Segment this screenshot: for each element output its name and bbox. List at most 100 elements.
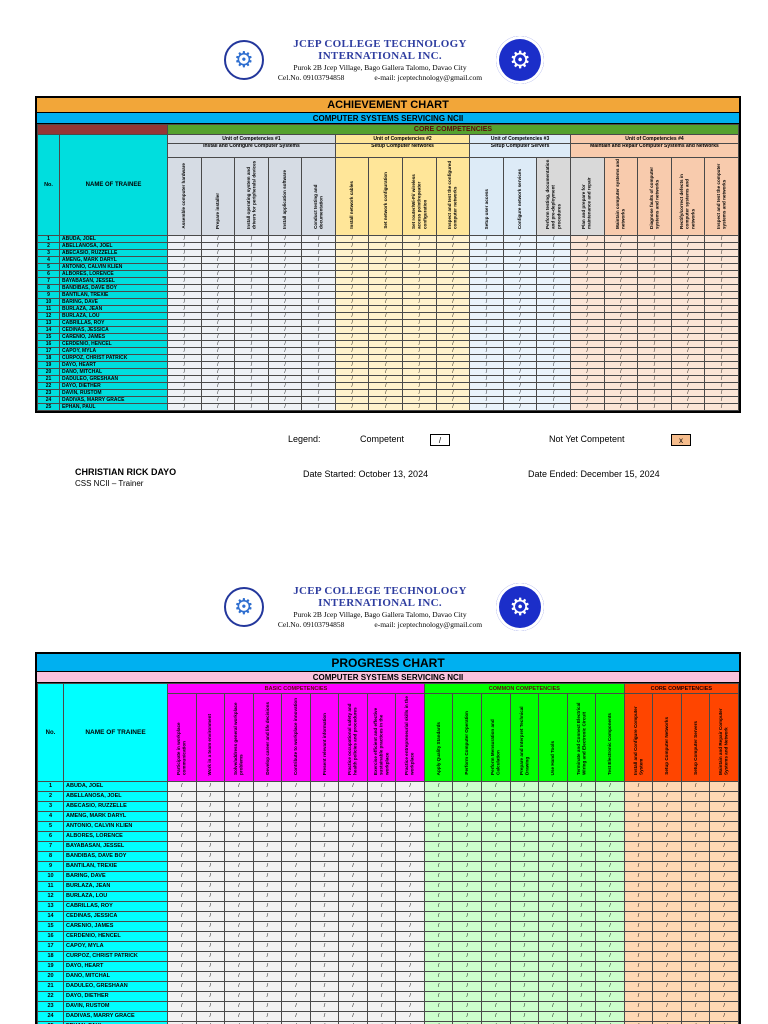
row-number: 13 <box>37 901 64 912</box>
achievement-chart-subtitle: COMPUTER SYSTEMS SERVICING NCII <box>37 113 739 124</box>
mark-cell: / <box>509 891 540 902</box>
mark-cell: / <box>704 235 739 243</box>
mark-cell: / <box>502 298 538 306</box>
mark-cell: / <box>595 891 625 902</box>
mark-cell: / <box>502 263 538 271</box>
mark-cell: / <box>637 298 672 306</box>
unit-subheader: Setup Computer Networks <box>334 143 471 158</box>
mark-cell: / <box>452 911 483 922</box>
mark-cell: / <box>395 911 425 922</box>
mark-cell: / <box>595 931 625 942</box>
mark-cell: / <box>309 891 340 902</box>
mark-cell: / <box>481 831 511 842</box>
competency-column-header: Prepare installer <box>200 157 236 236</box>
mark-cell: / <box>536 298 571 306</box>
mark-cell: / <box>301 277 336 285</box>
mark-cell: / <box>502 403 538 411</box>
mark-cell: / <box>536 403 571 411</box>
mark-cell: / <box>469 389 504 397</box>
college-phone: Cel.No. 09103794858 <box>277 72 345 82</box>
trainee-row: 16 CERDENIO, HENCEL / / / / / / / / / / / / / / / / / <box>37 340 739 348</box>
mark-cell: / <box>281 861 311 872</box>
mark-cell: / <box>281 891 311 902</box>
mark-cell: / <box>234 256 269 264</box>
mark-cell: / <box>200 319 236 327</box>
mark-cell: / <box>234 249 269 257</box>
mark-cell: / <box>309 991 340 1002</box>
mark-cell: / <box>709 881 739 892</box>
mark-cell: / <box>603 361 639 369</box>
mark-cell: / <box>566 891 597 902</box>
row-number: 1 <box>37 235 60 243</box>
mark-cell: / <box>435 326 471 334</box>
mark-cell: / <box>368 242 404 250</box>
unit-header: Unit of Competencies #2 <box>334 134 471 144</box>
mark-cell: / <box>435 305 471 313</box>
mark-cell: / <box>566 831 597 842</box>
trainee-name-cell: DADIVAS, MARRY GRACE <box>63 1011 168 1022</box>
mark-cell: / <box>680 911 711 922</box>
mark-cell: / <box>167 1011 197 1022</box>
mark-cell: / <box>680 991 711 1002</box>
mark-cell: / <box>338 791 368 802</box>
no-column-header: No. <box>37 683 64 782</box>
mark-cell: / <box>338 981 368 992</box>
mark-cell: / <box>334 333 370 341</box>
mark-cell: / <box>252 911 283 922</box>
mark-cell: / <box>167 851 197 862</box>
competency-column-header: Prepare and Interpret Technical Drawing <box>509 693 540 782</box>
mark-cell: / <box>402 340 437 348</box>
mark-cell: / <box>267 242 303 250</box>
mark-cell: / <box>637 263 672 271</box>
mark-cell: / <box>334 263 370 271</box>
mark-cell: / <box>595 801 625 812</box>
college-info: JCEP COLLEGE TECHNOLOGY INTERNATIONAL IN… <box>278 585 482 630</box>
mark-cell: / <box>680 1011 711 1022</box>
competency-column-header: Plan and prepare for maintenance and rep… <box>569 157 605 236</box>
mark-cell: / <box>368 256 404 264</box>
mark-cell: / <box>338 831 368 842</box>
mark-cell: / <box>301 361 336 369</box>
mark-cell: / <box>603 242 639 250</box>
row-number: 15 <box>37 921 64 932</box>
mark-cell: / <box>704 354 739 362</box>
mark-cell: / <box>167 284 202 292</box>
mark-cell: / <box>252 891 283 902</box>
mark-cell: / <box>652 891 682 902</box>
mark-cell: / <box>200 242 236 250</box>
competency-column-header: Apply Quality Standards <box>423 693 454 782</box>
trainer-name: CHRISTIAN RICK DAYO <box>75 467 177 477</box>
mark-cell: / <box>709 861 739 872</box>
mark-cell: / <box>452 1001 483 1012</box>
mark-cell: / <box>623 961 654 972</box>
row-number: 5 <box>37 821 64 832</box>
unit-subheader: Maintain and Repair Computer Systems and… <box>569 143 740 158</box>
mark-cell: / <box>709 811 739 822</box>
mark-cell: / <box>234 312 269 320</box>
mark-cell: / <box>301 368 336 376</box>
row-number: 12 <box>37 312 60 320</box>
mark-cell: / <box>709 921 739 932</box>
mark-cell: / <box>709 961 739 972</box>
row-number: 24 <box>37 396 60 404</box>
mark-cell: / <box>167 263 202 271</box>
mark-cell: / <box>603 368 639 376</box>
mark-cell: / <box>423 941 454 952</box>
competency-column-header: Perform testing, documentation and pre-d… <box>536 157 571 236</box>
mark-cell: / <box>704 361 739 369</box>
mark-cell: / <box>637 249 672 257</box>
mark-cell: / <box>167 319 202 327</box>
row-number: 6 <box>37 270 60 278</box>
mark-cell: / <box>452 901 483 912</box>
mark-cell: / <box>709 901 739 912</box>
mark-cell: / <box>368 333 404 341</box>
trainee-name-cell: DADIVAS, MARRY GRACE <box>59 396 168 404</box>
trainee-name-cell: DAYO, HEART <box>59 361 168 369</box>
trainee-row: 4 AMENG, MARK DARYL / / / / / / / / / / / / / / / / / / / / <box>37 811 739 822</box>
mark-cell: / <box>595 901 625 912</box>
mark-cell: / <box>309 921 340 932</box>
trainee-row: 5 ANTONIO, CALVIN KLIEN / / / / / / / / / / / / / / / / / /… <box>37 821 739 832</box>
mark-cell: / <box>338 881 368 892</box>
mark-cell: / <box>637 375 672 383</box>
mark-cell: / <box>252 991 283 1002</box>
